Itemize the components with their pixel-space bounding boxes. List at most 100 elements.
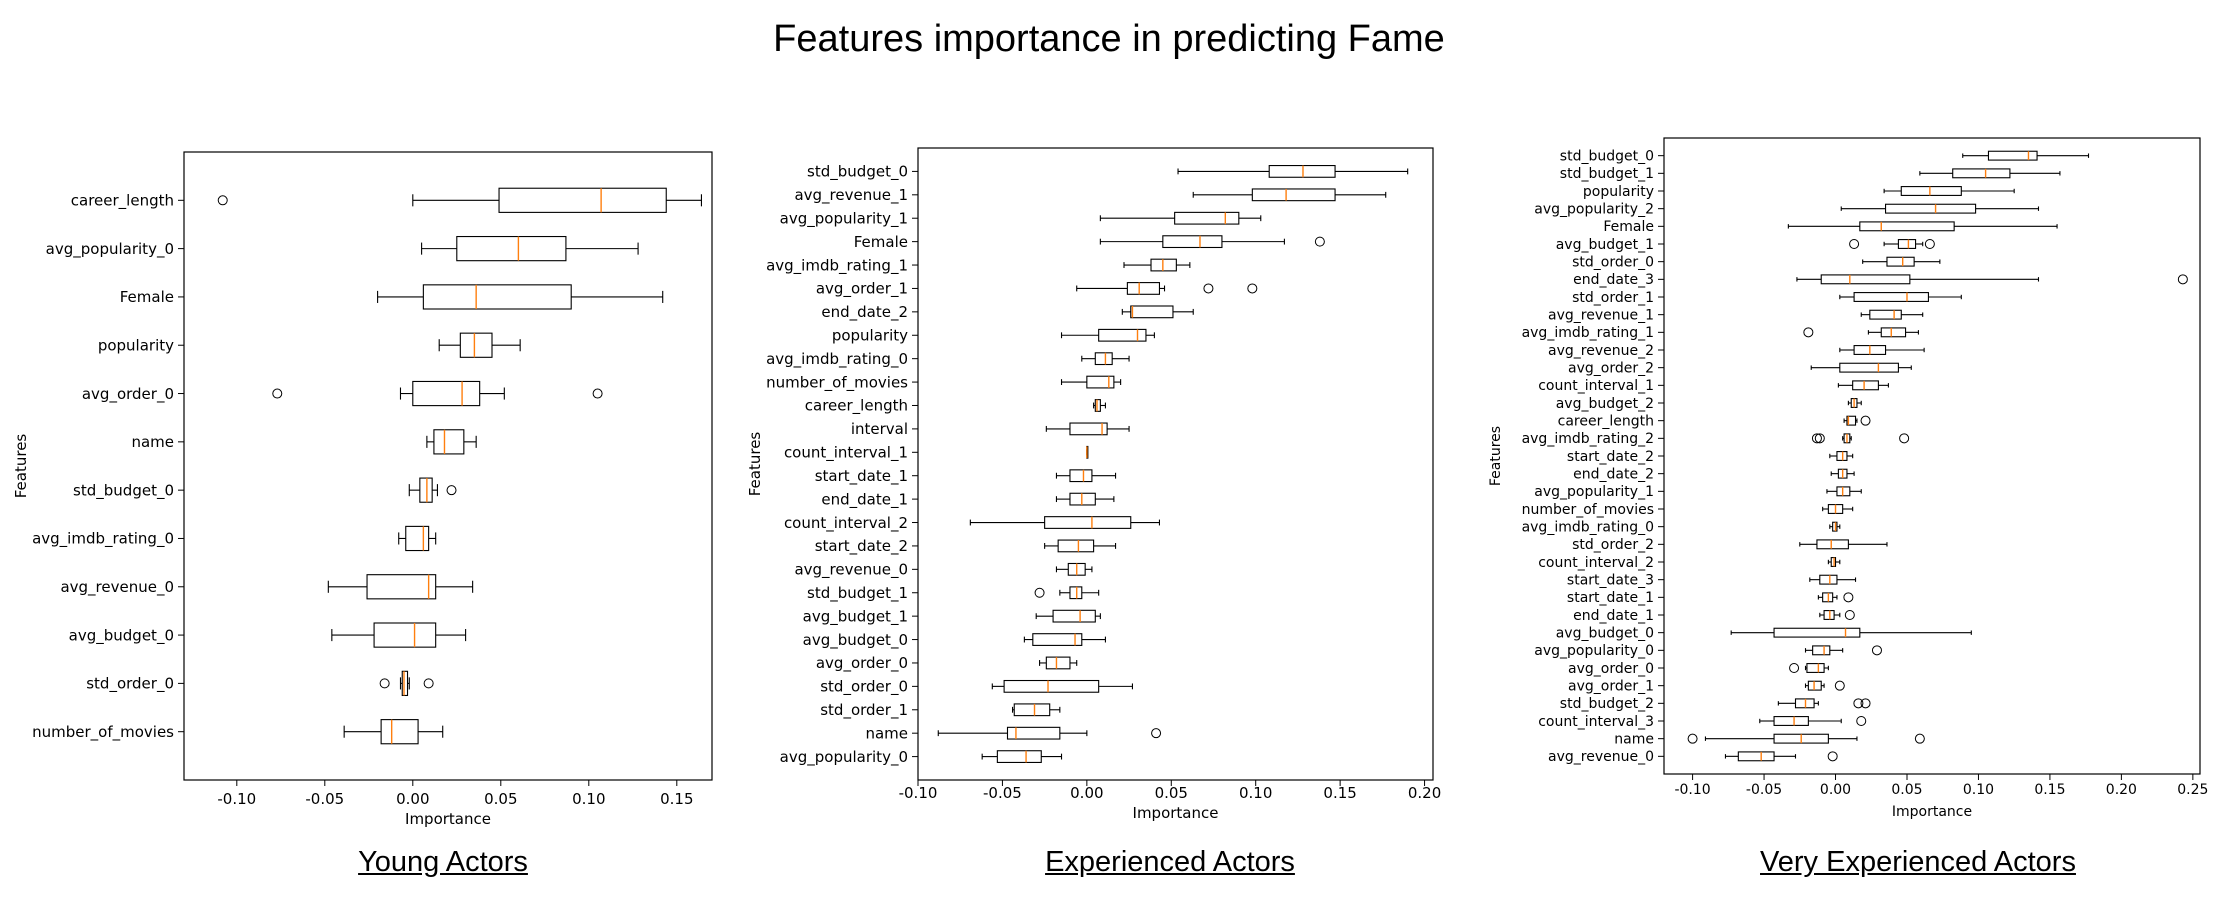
box-body <box>1052 609 1096 623</box>
x-axis-label: Importance <box>405 810 491 828</box>
box-avg_budget_0 <box>331 622 467 648</box>
box-body <box>373 622 437 648</box>
outlier-point <box>423 678 434 689</box>
box-count_interval_2 <box>969 516 1161 529</box>
x-tick-label: -0.05 <box>305 790 344 808</box>
box-body <box>1853 292 1929 302</box>
box-Female <box>377 284 664 310</box>
box-std_order_0 <box>991 679 1133 693</box>
y-tick-label: avg_revenue_0 <box>794 561 908 580</box>
box-std_order_0 <box>379 670 434 697</box>
box-avg_budget_2 <box>1847 398 1862 408</box>
outlier-point <box>1803 327 1814 338</box>
y-tick-label: avg_order_2 <box>1568 361 1654 377</box>
y-tick-label: avg_order_0 <box>816 654 908 673</box>
box-body <box>1045 656 1071 670</box>
panel-caption-experienced-actors: Experienced Actors <box>1045 846 1295 878</box>
box-career_length <box>217 187 702 213</box>
outlier-point <box>1814 433 1825 444</box>
box-avg_budget_0 <box>1730 627 1972 638</box>
y-tick-label: popularity <box>98 336 174 354</box>
x-tick-label: 0.15 <box>1323 784 1356 802</box>
box-body <box>1897 239 1917 249</box>
box-interval <box>1045 422 1130 436</box>
y-tick-label: avg_revenue_1 <box>794 186 908 205</box>
y-tick-label: end_date_1 <box>1573 608 1654 624</box>
box-body <box>1126 282 1161 295</box>
box-body <box>412 380 481 407</box>
box-body <box>1069 586 1083 600</box>
box-body <box>1852 380 1879 391</box>
box-body <box>1823 610 1835 620</box>
box-body <box>433 429 465 455</box>
outlier-point <box>1860 415 1871 426</box>
outlier-point <box>1151 728 1162 739</box>
box-avg_revenue_1 <box>1192 188 1387 202</box>
box-start_date_2 <box>1829 451 1854 461</box>
box-number_of_movies <box>1060 375 1122 389</box>
x-tick-label: 0.20 <box>2106 782 2137 798</box>
y-tick-label: std_order_0 <box>1572 255 1654 271</box>
box-avg_order_2 <box>1810 362 1912 373</box>
box-std_budget_1 <box>1034 586 1100 600</box>
box-std_budget_0 <box>408 477 457 503</box>
x-tick-label: -0.05 <box>1746 782 1782 798</box>
box-avg_order_0 <box>272 380 603 407</box>
box-avg_popularity_2 <box>1840 203 2040 214</box>
y-tick-label: avg_revenue_0 <box>60 578 174 597</box>
x-tick-label: 0.05 <box>1891 782 1922 798</box>
box-body <box>1869 309 1902 320</box>
box-end_date_3 <box>1796 274 2188 285</box>
box-std_order_1 <box>1839 292 1962 302</box>
box-body <box>1003 679 1100 693</box>
panel-caption-very-experienced-actors: Very Experienced Actors <box>1760 846 2076 878</box>
y-tick-label: avg_imdb_rating_0 <box>32 530 174 549</box>
y-tick-label: avg_popularity_0 <box>46 240 174 259</box>
outlier-point <box>1871 645 1882 656</box>
box-avg_revenue_0 <box>327 574 474 600</box>
x-tick-label: 0.15 <box>2034 782 2065 798</box>
box-body <box>1032 633 1083 646</box>
box-body <box>1057 539 1095 553</box>
y-tick-label: count_interval_1 <box>784 444 908 463</box>
box-popularity <box>1883 186 2015 196</box>
outlier-point <box>1034 587 1045 598</box>
x-axis-label: Importance <box>1133 804 1219 822</box>
box-body <box>1832 521 1838 532</box>
y-tick-label: number_of_movies <box>32 723 174 742</box>
outlier-point <box>1899 433 1910 444</box>
y-tick-label: avg_imdb_rating_1 <box>766 256 908 275</box>
box-count_interval_1 <box>1837 380 1889 391</box>
box-body <box>1839 362 1899 373</box>
box-avg_imdb_rating_1 <box>1803 327 1919 338</box>
y-tick-label: std_budget_1 <box>1560 166 1654 182</box>
box-body <box>1807 680 1822 691</box>
box-body <box>1094 399 1101 412</box>
outlier-point <box>1687 733 1698 744</box>
y-tick-label: std_order_0 <box>820 678 908 697</box>
box-body <box>1806 663 1825 673</box>
x-tick-label: 0.10 <box>1239 784 1272 802</box>
x-tick-label: 0.10 <box>1963 782 1994 798</box>
box-avg_imdb_rating_0 <box>1829 521 1841 532</box>
box-body <box>1150 258 1177 272</box>
box-avg_budget_0 <box>1023 633 1106 646</box>
panel-caption-young-actors: Young Actors <box>358 846 528 878</box>
outlier-point <box>1203 283 1214 294</box>
box-avg_budget_1 <box>1849 239 1935 249</box>
box-body <box>1900 186 1962 196</box>
box-body <box>1773 716 1809 726</box>
y-tick-label: avg_revenue_0 <box>1548 749 1654 765</box>
y-tick-label: avg_imdb_rating_0 <box>766 350 908 369</box>
outlier-point <box>1843 592 1854 603</box>
box-avg_order_1 <box>1076 282 1258 295</box>
box-end_date_1 <box>1055 492 1115 506</box>
box-body <box>1822 592 1834 603</box>
y-tick-label: number_of_movies <box>766 373 908 392</box>
outlier-point <box>1834 680 1845 691</box>
outlier-point <box>217 195 228 206</box>
box-popularity <box>1060 328 1155 342</box>
box-avg_order_0 <box>1039 656 1078 670</box>
y-tick-label: avg_budget_0 <box>1556 626 1654 642</box>
